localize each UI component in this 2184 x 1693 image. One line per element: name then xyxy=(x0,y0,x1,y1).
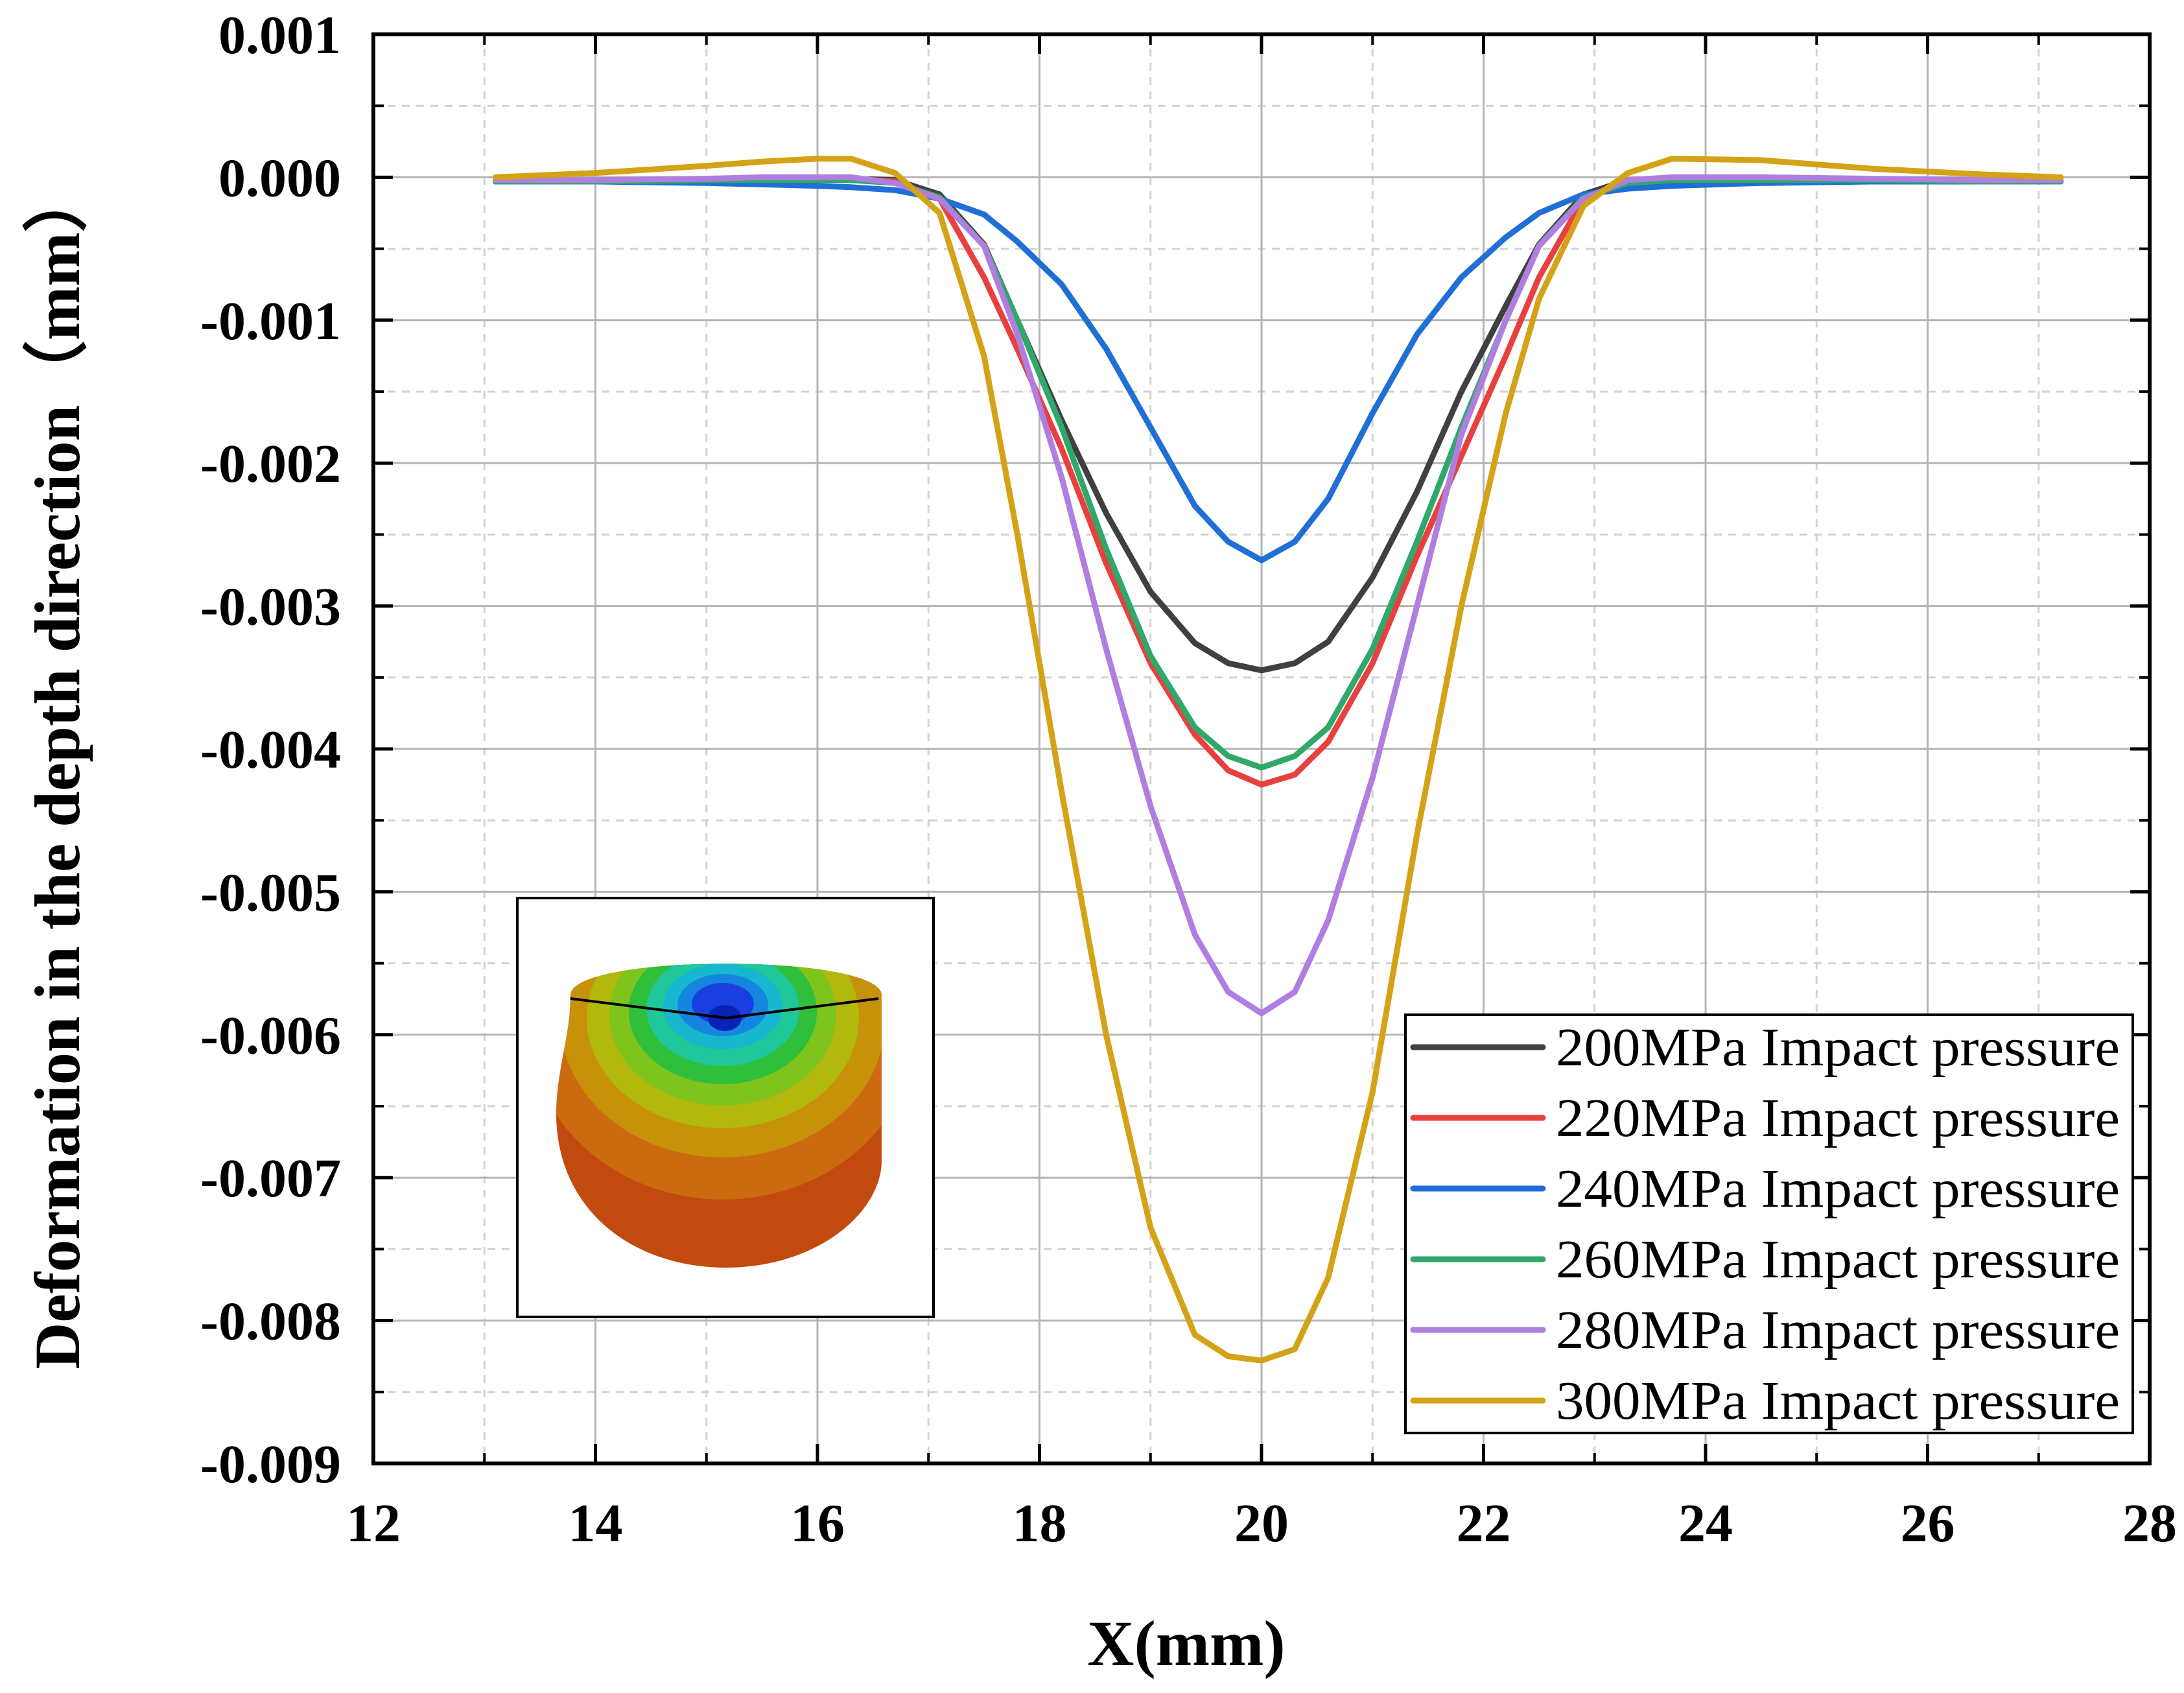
legend-label-3: 260MPa Impact pressure xyxy=(1556,1229,2120,1290)
legend-label-1: 220MPa Impact pressure xyxy=(1556,1088,2120,1148)
legend: 200MPa Impact pressure 220MPa Impact pres… xyxy=(1404,1013,2134,1434)
y-tick-label: -0.007 xyxy=(200,1148,341,1209)
y-axis-title: Deformation in the depth direction（mm） xyxy=(21,167,93,1369)
inset-section-line xyxy=(570,997,879,1020)
series-line-5 xyxy=(492,156,2064,1364)
legend-box xyxy=(1404,1013,2134,1434)
y-tick-label: 0.000 xyxy=(218,148,341,208)
x-tick-label: 12 xyxy=(346,1493,401,1554)
contour-inset xyxy=(516,897,935,1318)
legend-label-2: 240MPa Impact pressure xyxy=(1556,1159,2120,1219)
x-tick-label: 16 xyxy=(790,1493,845,1554)
x-tick-label: 20 xyxy=(1234,1493,1289,1554)
legend-label-0: 200MPa Impact pressure xyxy=(1556,1017,2120,1078)
y-tick-label: -0.003 xyxy=(200,577,341,637)
series-line-4 xyxy=(492,174,2064,1017)
axes: 12 14 16 18 20 22 24 26 28 0.001 0.000 -0.001 -0.002… xyxy=(200,5,2177,1554)
y-tick-label: -0.006 xyxy=(200,1006,341,1066)
legend-label-5: 300MPa Impact pressure xyxy=(1556,1371,2120,1431)
legend-label-4: 280MPa Impact pressure xyxy=(1556,1300,2120,1360)
x-tick-label: 22 xyxy=(1457,1493,1511,1554)
x-tick-label: 26 xyxy=(1901,1493,1955,1554)
x-tick-label: 24 xyxy=(1678,1493,1733,1554)
y-tick-label: -0.008 xyxy=(200,1292,341,1352)
y-tick-label: -0.009 xyxy=(200,1434,341,1495)
y-tick-label: -0.004 xyxy=(200,720,341,780)
y-tick-label: 0.001 xyxy=(218,5,341,65)
y-tick-label: -0.002 xyxy=(200,434,341,494)
y-tick-label: -0.005 xyxy=(200,862,341,923)
y-tick-label: -0.001 xyxy=(200,291,341,351)
x-tick-label: 18 xyxy=(1013,1493,1067,1554)
series xyxy=(492,156,2064,1364)
series-line-2 xyxy=(492,178,2064,563)
x-axis-title: X(mm) xyxy=(1087,1607,1285,1679)
x-tick-label: 28 xyxy=(2122,1493,2177,1554)
x-tick-label: 14 xyxy=(569,1493,623,1554)
